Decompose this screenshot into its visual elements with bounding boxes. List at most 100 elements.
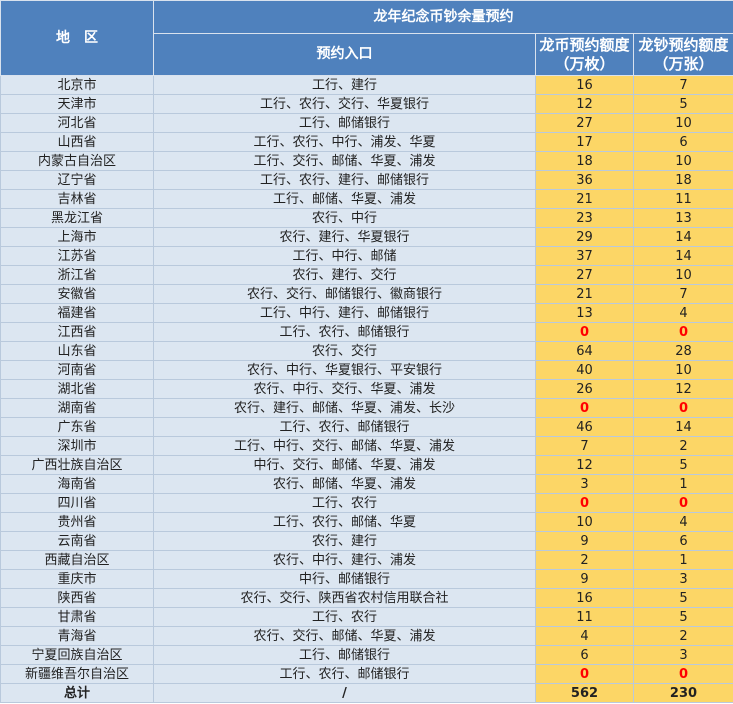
entry: /: [153, 683, 536, 703]
row: 吉林省 工行、邮储、华夏、浦发 21 11: [0, 189, 733, 209]
entry: 工行、农行、交行、华夏银行: [153, 94, 536, 114]
note-quota: 13: [633, 208, 733, 228]
note-quota: 7: [633, 284, 733, 304]
coin-quota: 17: [535, 132, 634, 152]
note-quota: 5: [633, 588, 733, 608]
region: 重庆市: [0, 569, 154, 589]
coin-quota: 29: [535, 227, 634, 247]
entry: 工行、农行、邮储银行: [153, 417, 536, 437]
coin-quota: 2: [535, 550, 634, 570]
total: 总计/562 230: [0, 683, 733, 703]
coin-quota: 9: [535, 569, 634, 589]
region: 天津市: [0, 94, 154, 114]
note-quota: 2: [633, 626, 733, 646]
region: 总计: [0, 683, 154, 703]
coin-quota: 21: [535, 284, 634, 304]
note-quota: 14: [633, 417, 733, 437]
region: 山东省: [0, 341, 154, 361]
region: 新疆维吾尔自治区: [0, 664, 154, 684]
region: 浙江省: [0, 265, 154, 285]
coin-quota: 26: [535, 379, 634, 399]
row: 贵州省 工行、农行、邮储、华夏 10 4: [0, 512, 733, 532]
note-quota: 1: [633, 474, 733, 494]
coin-quota: 21: [535, 189, 634, 209]
note-quota: 6: [633, 531, 733, 551]
row: 河南省 农行、中行、华夏银行、平安银行 40 10: [0, 360, 733, 380]
entry: 工行、农行、邮储、华夏: [153, 512, 536, 532]
coin-quota: 18: [535, 151, 634, 171]
entry: 工行、邮储、华夏、浦发: [153, 189, 536, 209]
entry: 农行、中行、华夏银行、平安银行: [153, 360, 536, 380]
entry: 工行、邮储银行: [153, 645, 536, 665]
entry: 农行、交行: [153, 341, 536, 361]
note-quota: 0: [633, 493, 733, 513]
region: 北京市: [0, 75, 154, 95]
region: 深圳市: [0, 436, 154, 456]
region: 福建省: [0, 303, 154, 323]
region: 河南省: [0, 360, 154, 380]
row: 浙江省 农行、建行、交行 27 10: [0, 265, 733, 285]
entry: 农行、交行、邮储银行、徽商银行: [153, 284, 536, 304]
row: 安徽省 农行、交行、邮储银行、徽商银行 21 7: [0, 284, 733, 304]
region: 湖北省: [0, 379, 154, 399]
note-quota: 3: [633, 645, 733, 665]
note-quota: 2: [633, 436, 733, 456]
row: 河北省 工行、邮储银行 27 10: [0, 113, 733, 133]
header-note: 龙钞预约额度（万张）: [633, 33, 733, 76]
note-quota: 18: [633, 170, 733, 190]
region: 云南省: [0, 531, 154, 551]
entry: 工行、中行、邮储: [153, 246, 536, 266]
note-quota: 230: [633, 683, 733, 703]
row: 湖南省 农行、建行、邮储、华夏、浦发、长沙 0 0: [0, 398, 733, 418]
coin-quota: 6: [535, 645, 634, 665]
row: 湖北省 农行、中行、交行、华夏、浦发 26 12: [0, 379, 733, 399]
entry: 工行、农行、建行、邮储银行: [153, 170, 536, 190]
region: 上海市: [0, 227, 154, 247]
note-quota: 4: [633, 303, 733, 323]
row: 四川省 工行、农行 0 0: [0, 493, 733, 513]
region: 广东省: [0, 417, 154, 437]
row: 广西壮族自治区 中行、交行、邮储、华夏、浦发 12 5: [0, 455, 733, 475]
region: 湖南省: [0, 398, 154, 418]
coin-quota: 11: [535, 607, 634, 627]
coin-quota: 12: [535, 455, 634, 475]
row: 青海省 农行、交行、邮储、华夏、浦发 4 2: [0, 626, 733, 646]
row: 北京市 工行、建行 16 7: [0, 75, 733, 95]
entry: 农行、中行、交行、华夏、浦发: [153, 379, 536, 399]
entry: 农行、中行: [153, 208, 536, 228]
region: 贵州省: [0, 512, 154, 532]
row: 福建省 工行、中行、建行、邮储银行 13 4: [0, 303, 733, 323]
note-quota: 14: [633, 227, 733, 247]
row: 陕西省 农行、交行、陕西省农村信用联合社 16 5: [0, 588, 733, 608]
row: 新疆维吾尔自治区 工行、农行、邮储银行 0 0: [0, 664, 733, 684]
entry: 工行、中行、交行、邮储、华夏、浦发: [153, 436, 536, 456]
coin-quota: 40: [535, 360, 634, 380]
row: 江西省 工行、农行、邮储银行 0 0: [0, 322, 733, 342]
note-quota: 5: [633, 94, 733, 114]
row: 广东省 工行、农行、邮储银行 46 14: [0, 417, 733, 437]
region: 山西省: [0, 132, 154, 152]
entry: 农行、建行: [153, 531, 536, 551]
region: 内蒙古自治区: [0, 151, 154, 171]
coin-quota: 0: [535, 664, 634, 684]
region: 河北省: [0, 113, 154, 133]
note-quota: 0: [633, 664, 733, 684]
entry: 工行、农行: [153, 607, 536, 627]
header-region: 地 区: [0, 0, 154, 76]
entry: 农行、交行、邮储、华夏、浦发: [153, 626, 536, 646]
row: 宁夏回族自治区 工行、邮储银行 6 3: [0, 645, 733, 665]
region: 甘肃省: [0, 607, 154, 627]
entry: 工行、建行: [153, 75, 536, 95]
row: 山东省 农行、交行 64 28: [0, 341, 733, 361]
entry: 工行、农行、中行、浦发、华夏: [153, 132, 536, 152]
coin-quota: 27: [535, 265, 634, 285]
coin-quota: 7: [535, 436, 634, 456]
note-quota: 0: [633, 322, 733, 342]
coin-quota: 27: [535, 113, 634, 133]
row: 山西省 工行、农行、中行、浦发、华夏 17 6: [0, 132, 733, 152]
coin-quota: 4: [535, 626, 634, 646]
row: 辽宁省 工行、农行、建行、邮储银行 36 18: [0, 170, 733, 190]
row: 西藏自治区 农行、中行、建行、浦发 2 1: [0, 550, 733, 570]
coin-quota: 0: [535, 322, 634, 342]
